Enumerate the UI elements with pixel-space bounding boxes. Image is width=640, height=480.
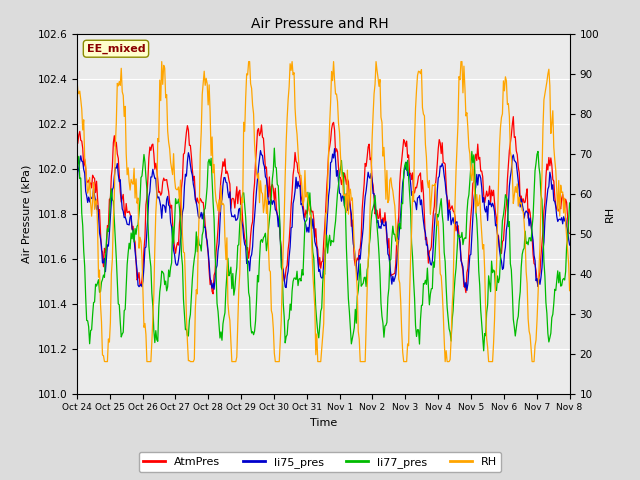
Legend: AtmPres, li75_pres, li77_pres, RH: AtmPres, li75_pres, li77_pres, RH <box>139 452 501 472</box>
li75_pres <box>73 188 81 193</box>
li75_pres <box>331 146 339 152</box>
RH <box>368 136 376 142</box>
RH <box>102 359 109 364</box>
li75_pres <box>340 203 348 208</box>
Text: Air Pressure and RH: Air Pressure and RH <box>251 17 389 31</box>
AtmPres <box>367 155 375 161</box>
li77_pres <box>308 234 316 240</box>
AtmPres <box>509 114 517 120</box>
li75_pres <box>367 170 375 176</box>
li77_pres <box>480 348 488 354</box>
Line: RH: RH <box>77 61 570 361</box>
li77_pres <box>311 286 319 291</box>
RH <box>309 271 317 276</box>
AtmPres <box>311 235 319 240</box>
AtmPres <box>209 291 217 297</box>
AtmPres <box>556 204 564 210</box>
li77_pres <box>271 145 278 151</box>
RH <box>312 352 319 358</box>
li77_pres <box>478 321 486 327</box>
AtmPres <box>566 230 573 236</box>
Y-axis label: RH: RH <box>605 205 614 222</box>
li77_pres <box>566 200 573 206</box>
RH <box>556 213 564 219</box>
li75_pres <box>310 227 317 232</box>
AtmPres <box>73 138 81 144</box>
li77_pres <box>73 166 81 171</box>
RH <box>479 246 486 252</box>
RH <box>566 288 573 294</box>
Y-axis label: Air Pressure (kPa): Air Pressure (kPa) <box>22 165 32 263</box>
AtmPres <box>308 209 316 215</box>
li77_pres <box>367 217 375 223</box>
Line: li75_pres: li75_pres <box>77 149 570 290</box>
li75_pres <box>479 199 486 205</box>
RH <box>73 74 81 80</box>
RH <box>342 191 349 197</box>
li77_pres <box>556 269 564 275</box>
Text: EE_mixed: EE_mixed <box>86 44 145 54</box>
li75_pres <box>307 215 315 220</box>
Line: AtmPres: AtmPres <box>77 117 570 294</box>
AtmPres <box>478 168 486 174</box>
li75_pres <box>556 216 564 222</box>
li77_pres <box>340 203 348 209</box>
li75_pres <box>463 288 471 293</box>
Line: li77_pres: li77_pres <box>77 148 570 351</box>
li75_pres <box>566 242 573 248</box>
X-axis label: Time: Time <box>310 418 337 428</box>
AtmPres <box>340 170 348 176</box>
RH <box>158 59 166 64</box>
